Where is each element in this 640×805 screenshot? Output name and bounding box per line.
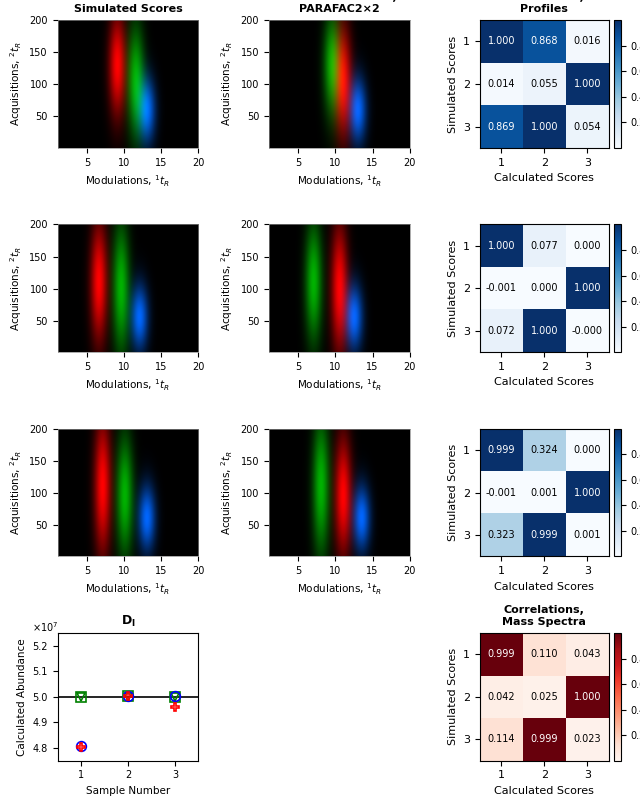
Text: 0.999: 0.999 [488,445,515,455]
X-axis label: Modulations, $^1t_R$: Modulations, $^1t_R$ [86,173,170,188]
Text: 1.000: 1.000 [573,79,601,89]
X-axis label: Modulations, $^1t_R$: Modulations, $^1t_R$ [297,582,381,597]
Text: 0.999: 0.999 [488,650,515,659]
Text: 0.025: 0.025 [531,691,558,702]
Text: 0.000: 0.000 [531,283,558,293]
X-axis label: Calculated Scores: Calculated Scores [495,786,595,796]
Text: 0.110: 0.110 [531,650,558,659]
Y-axis label: Simulated Scores: Simulated Scores [447,444,458,541]
Y-axis label: Acquisitions, $^2t_R$: Acquisitions, $^2t_R$ [220,42,235,126]
Text: 0.054: 0.054 [573,122,601,131]
Text: 1.000: 1.000 [488,241,515,250]
Text: 0.072: 0.072 [488,326,515,336]
Y-axis label: Acquisitions, $^2t_R$: Acquisitions, $^2t_R$ [8,450,24,535]
Y-axis label: Simulated Scores: Simulated Scores [447,648,458,745]
Text: -0.000: -0.000 [572,326,603,336]
Text: 0.001: 0.001 [531,488,558,497]
Text: 0.023: 0.023 [573,734,601,745]
Y-axis label: Acquisitions, $^2t_R$: Acquisitions, $^2t_R$ [8,246,24,331]
Text: 0.869: 0.869 [488,122,515,131]
Text: 0.323: 0.323 [488,530,515,540]
Title: Simulated Scores: Simulated Scores [74,4,182,14]
Text: 0.000: 0.000 [573,445,601,455]
Text: 0.077: 0.077 [531,241,558,250]
Text: 1.000: 1.000 [488,36,515,47]
Text: $\times10^7$: $\times10^7$ [32,620,59,634]
Text: 0.868: 0.868 [531,36,558,47]
X-axis label: Calculated Scores: Calculated Scores [495,582,595,592]
Text: 0.114: 0.114 [488,734,515,745]
Text: 0.001: 0.001 [573,530,601,540]
Text: 0.016: 0.016 [573,36,601,47]
Title: Calculated Scores,
PARAFAC2×2: Calculated Scores, PARAFAC2×2 [282,0,397,14]
X-axis label: Sample Number: Sample Number [86,786,170,796]
Y-axis label: Calculated Abundance: Calculated Abundance [17,638,27,756]
Y-axis label: Simulated Scores: Simulated Scores [447,240,458,336]
Y-axis label: Acquisitions, $^2t_R$: Acquisitions, $^2t_R$ [8,42,24,126]
Y-axis label: Acquisitions, $^2t_R$: Acquisitions, $^2t_R$ [220,246,235,331]
Text: -0.001: -0.001 [486,283,517,293]
X-axis label: Modulations, $^1t_R$: Modulations, $^1t_R$ [86,582,170,597]
Text: 0.055: 0.055 [531,79,558,89]
Title: $\mathbf{D_I}$: $\mathbf{D_I}$ [120,613,136,629]
Text: 0.999: 0.999 [531,530,558,540]
X-axis label: Modulations, $^1t_R$: Modulations, $^1t_R$ [86,378,170,393]
Text: 0.000: 0.000 [573,241,601,250]
Text: 0.999: 0.999 [531,734,558,745]
Text: 1.000: 1.000 [573,283,601,293]
X-axis label: Calculated Scores: Calculated Scores [495,173,595,183]
Title: Correlations,
Profiles: Correlations, Profiles [504,0,585,14]
Text: 0.324: 0.324 [531,445,558,455]
Text: -0.001: -0.001 [486,488,517,497]
Text: 1.000: 1.000 [531,122,558,131]
Text: 0.014: 0.014 [488,79,515,89]
X-axis label: Modulations, $^1t_R$: Modulations, $^1t_R$ [297,173,381,188]
Text: 1.000: 1.000 [573,691,601,702]
Y-axis label: Acquisitions, $^2t_R$: Acquisitions, $^2t_R$ [220,450,235,535]
Text: 0.043: 0.043 [573,650,601,659]
X-axis label: Calculated Scores: Calculated Scores [495,378,595,387]
Text: 1.000: 1.000 [573,488,601,497]
Text: 1.000: 1.000 [531,326,558,336]
Text: 0.042: 0.042 [488,691,515,702]
X-axis label: Modulations, $^1t_R$: Modulations, $^1t_R$ [297,378,381,393]
Y-axis label: Simulated Scores: Simulated Scores [447,35,458,133]
Title: Correlations,
Mass Spectra: Correlations, Mass Spectra [502,605,586,627]
